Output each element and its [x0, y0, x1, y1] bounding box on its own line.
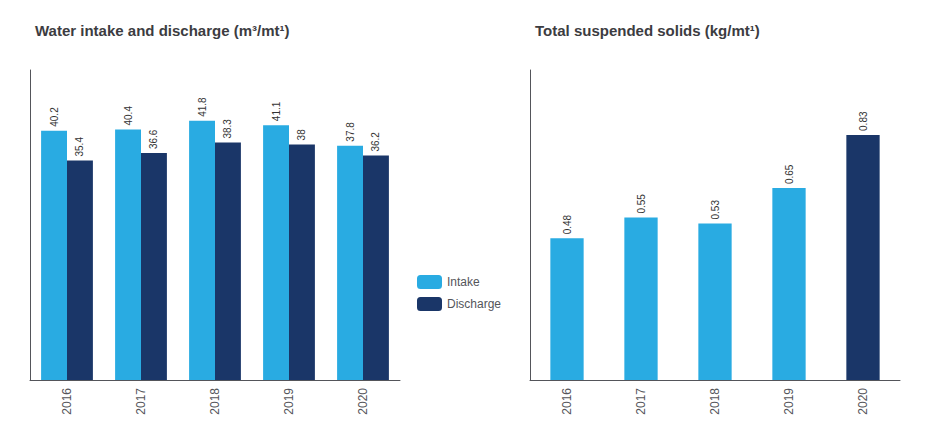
- svg-text:2016: 2016: [560, 388, 574, 415]
- svg-text:2017: 2017: [634, 388, 648, 415]
- svg-text:2018: 2018: [208, 388, 222, 415]
- svg-text:Total suspended solids (kg/mt¹: Total suspended solids (kg/mt¹): [535, 22, 760, 39]
- svg-text:0.53: 0.53: [710, 200, 721, 220]
- svg-text:0.55: 0.55: [636, 194, 647, 214]
- svg-text:2018: 2018: [708, 388, 722, 415]
- svg-text:40.2: 40.2: [49, 107, 60, 127]
- svg-text:37.8: 37.8: [345, 122, 356, 142]
- svg-text:Water intake and discharge (m³: Water intake and discharge (m³/mt¹): [35, 22, 290, 39]
- svg-text:2019: 2019: [782, 388, 796, 415]
- svg-text:2019: 2019: [282, 388, 296, 415]
- svg-text:0.65: 0.65: [784, 164, 795, 184]
- svg-text:2016: 2016: [60, 388, 74, 415]
- svg-text:0.48: 0.48: [562, 214, 573, 234]
- svg-text:41.8: 41.8: [197, 97, 208, 117]
- svg-text:36.6: 36.6: [148, 129, 159, 149]
- svg-text:0.83: 0.83: [858, 111, 869, 131]
- svg-text:38: 38: [296, 129, 307, 141]
- svg-text:38.3: 38.3: [222, 119, 233, 139]
- svg-text:41.1: 41.1: [271, 101, 282, 121]
- svg-text:36.2: 36.2: [370, 132, 381, 152]
- svg-text:35.4: 35.4: [74, 137, 85, 157]
- svg-text:40.4: 40.4: [123, 106, 134, 126]
- svg-text:2017: 2017: [134, 388, 148, 415]
- svg-text:2020: 2020: [356, 388, 370, 415]
- svg-text:Intake: Intake: [447, 275, 480, 289]
- svg-text:2020: 2020: [856, 388, 870, 415]
- svg-text:Discharge: Discharge: [447, 297, 501, 311]
